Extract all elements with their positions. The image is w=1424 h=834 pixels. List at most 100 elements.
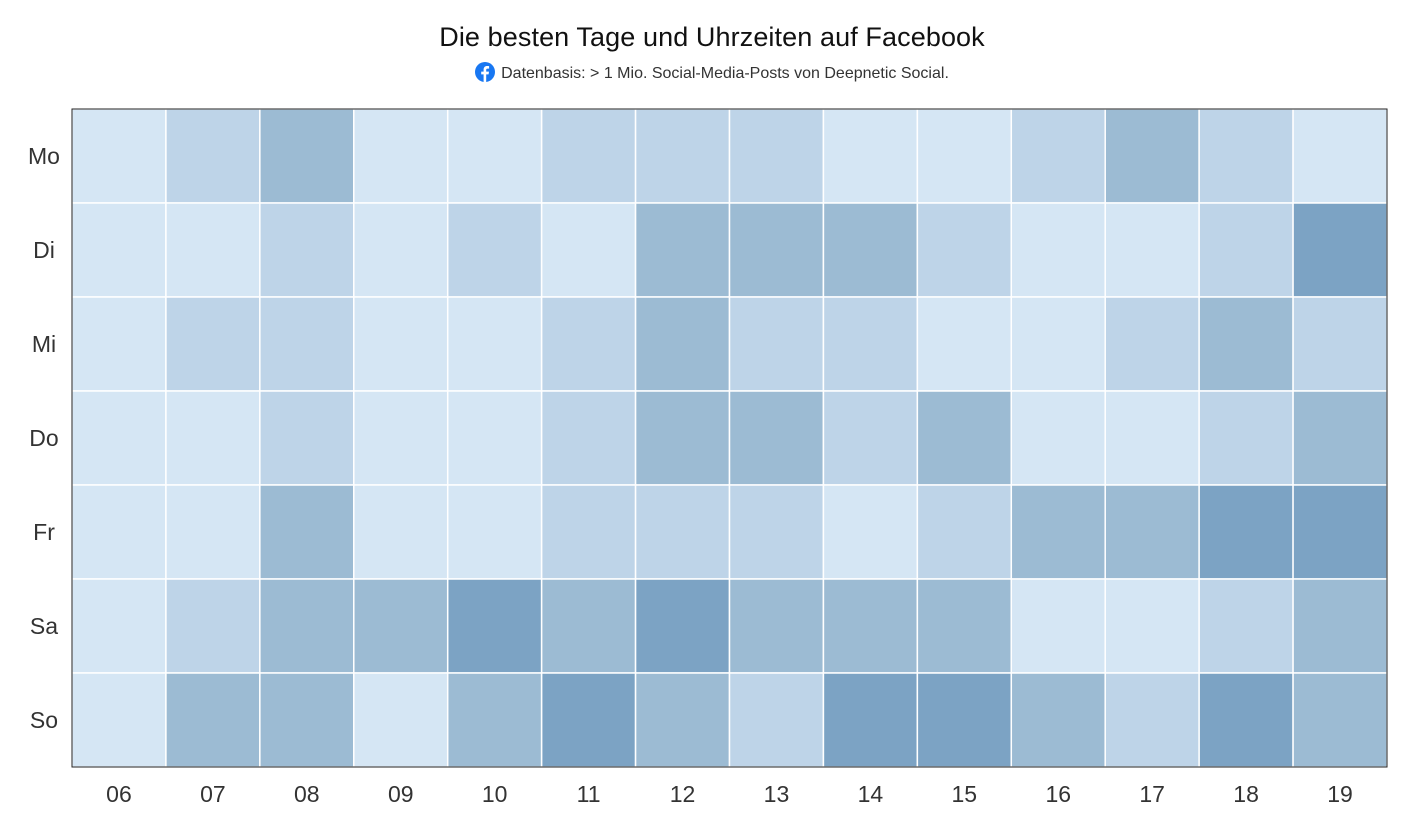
chart-title: Die besten Tage und Uhrzeiten auf Facebo… (439, 22, 985, 52)
heatmap-cell-Sa-19 (1292, 578, 1388, 674)
heatmap-cell-So-14 (822, 672, 919, 768)
heatmap-cell-Di-06 (71, 202, 167, 298)
heatmap-cell-Mi-09 (353, 296, 449, 392)
heatmap-cell-Di-09 (353, 202, 449, 298)
heatmap-cell-Di-08 (259, 202, 355, 298)
x-tick-label-18: 18 (1233, 781, 1259, 807)
heatmap-cell-Mi-07 (165, 296, 261, 392)
y-axis-labels: Mo Di Mi Do Fr Sa So (28, 143, 60, 733)
heatmap-cell-So-17 (1104, 672, 1200, 768)
heatmap-cell-Sa-15 (916, 578, 1013, 674)
heatmap-cell-Di-10 (446, 202, 543, 298)
heatmap-cell-So-16 (1010, 672, 1106, 768)
x-tick-label-06: 06 (106, 781, 132, 807)
heatmap-cell-Di-15 (916, 202, 1013, 298)
heatmap-cell-Do-10 (446, 390, 543, 486)
heatmap-cell-Fr-17 (1104, 484, 1200, 580)
heatmap-cell-Do-16 (1010, 390, 1106, 486)
x-tick-label-19: 19 (1327, 781, 1353, 807)
heatmap-cell-Sa-18 (1198, 578, 1294, 674)
heatmap-cell-Fr-11 (540, 484, 637, 580)
heatmap-cell-Do-07 (165, 390, 261, 486)
heatmap-cell-Mo-15 (916, 108, 1013, 204)
heatmap-cell-So-06 (71, 672, 167, 768)
x-tick-label-15: 15 (952, 781, 978, 807)
heatmap-cell-So-12 (634, 672, 731, 768)
x-tick-label-09: 09 (388, 781, 414, 807)
heatmap-cell-Mi-19 (1292, 296, 1388, 392)
heatmap-cell-Do-11 (540, 390, 637, 486)
heatmap-cell-Do-12 (634, 390, 731, 486)
heatmap-cell-Mo-16 (1010, 108, 1106, 204)
heatmap-cell-Do-13 (728, 390, 825, 486)
heatmap-cell-Sa-09 (353, 578, 449, 674)
heatmap-cell-So-15 (916, 672, 1013, 768)
y-tick-label-Mo: Mo (28, 143, 60, 169)
heatmap-cell-Di-11 (540, 202, 637, 298)
heatmap-cell-Mi-15 (916, 296, 1013, 392)
heatmap-cell-Mo-08 (259, 108, 355, 204)
y-tick-label-Do: Do (29, 425, 58, 451)
heatmap-cell-Mi-18 (1198, 296, 1294, 392)
heatmap-cell-Fr-07 (165, 484, 261, 580)
heatmap-cell-Fr-09 (353, 484, 449, 580)
x-axis-labels: 06 07 08 09 10 11 12 13 14 15 16 17 18 19 (106, 781, 1353, 807)
heatmap-cell-Di-17 (1104, 202, 1200, 298)
heatmap-cell-So-13 (728, 672, 825, 768)
heatmap-cell-Do-14 (822, 390, 919, 486)
heatmap-cell-Sa-06 (71, 578, 167, 674)
heatmap-cell-Fr-16 (1010, 484, 1106, 580)
heatmap-cell-Mo-18 (1198, 108, 1294, 204)
heatmap-cell-Mi-16 (1010, 296, 1106, 392)
heatmap-cell-Mi-14 (822, 296, 919, 392)
heatmap-cell-Di-07 (165, 202, 261, 298)
heatmap-cell-Di-14 (822, 202, 919, 298)
heatmap-cell-So-08 (259, 672, 355, 768)
heatmap-cell-Mo-12 (634, 108, 731, 204)
heatmap-cell-Mi-06 (71, 296, 167, 392)
heatmap-cell-Fr-13 (728, 484, 825, 580)
x-tick-label-16: 16 (1045, 781, 1071, 807)
heatmap-cell-Di-19 (1292, 202, 1388, 298)
heatmap-cell-Mi-10 (446, 296, 543, 392)
heatmap-cell-Sa-11 (540, 578, 637, 674)
heatmap-cell-Sa-07 (165, 578, 261, 674)
heatmap-cell-Di-18 (1198, 202, 1294, 298)
heatmap-cell-Mo-09 (353, 108, 449, 204)
heatmap-cell-Fr-19 (1292, 484, 1388, 580)
heatmap-cell-Do-15 (916, 390, 1013, 486)
x-tick-label-13: 13 (764, 781, 790, 807)
heatmap-cell-Mo-14 (822, 108, 919, 204)
heatmap-cell-Sa-14 (822, 578, 919, 674)
x-tick-label-12: 12 (670, 781, 696, 807)
heatmap-cell-Mo-19 (1292, 108, 1388, 204)
heatmap-cell-Sa-17 (1104, 578, 1200, 674)
heatmap-cell-So-11 (540, 672, 637, 768)
heatmap-cell-Fr-12 (634, 484, 731, 580)
y-tick-label-Mi: Mi (32, 331, 56, 357)
x-tick-label-07: 07 (200, 781, 226, 807)
heatmap-cell-So-10 (446, 672, 543, 768)
heatmap-cell-Fr-15 (916, 484, 1013, 580)
heatmap-cell-Sa-12 (634, 578, 731, 674)
heatmap-cell-Mo-17 (1104, 108, 1200, 204)
heatmap-cells (71, 108, 1388, 768)
x-tick-label-11: 11 (577, 781, 601, 807)
heatmap-cell-Mi-17 (1104, 296, 1200, 392)
heatmap-cell-Di-12 (634, 202, 731, 298)
heatmap-cell-Mo-13 (728, 108, 825, 204)
chart-subtitle-text: Datenbasis: > 1 Mio. Social-Media-Posts … (501, 65, 949, 82)
chart-subtitle: Datenbasis: > 1 Mio. Social-Media-Posts … (0, 62, 1424, 83)
heatmap-cell-Mi-13 (728, 296, 825, 392)
heatmap-cell-Do-17 (1104, 390, 1200, 486)
plot-border (71, 108, 1388, 768)
facebook-icon (475, 62, 496, 82)
heatmap-cell-Do-06 (71, 390, 167, 486)
heatmap-cell-So-19 (1292, 672, 1388, 768)
x-tick-label-10: 10 (482, 781, 508, 807)
heatmap-cell-Fr-08 (259, 484, 355, 580)
x-tick-label-14: 14 (858, 781, 884, 807)
heatmap-cell-Mi-12 (634, 296, 731, 392)
heatmap-cell-Fr-14 (822, 484, 919, 580)
